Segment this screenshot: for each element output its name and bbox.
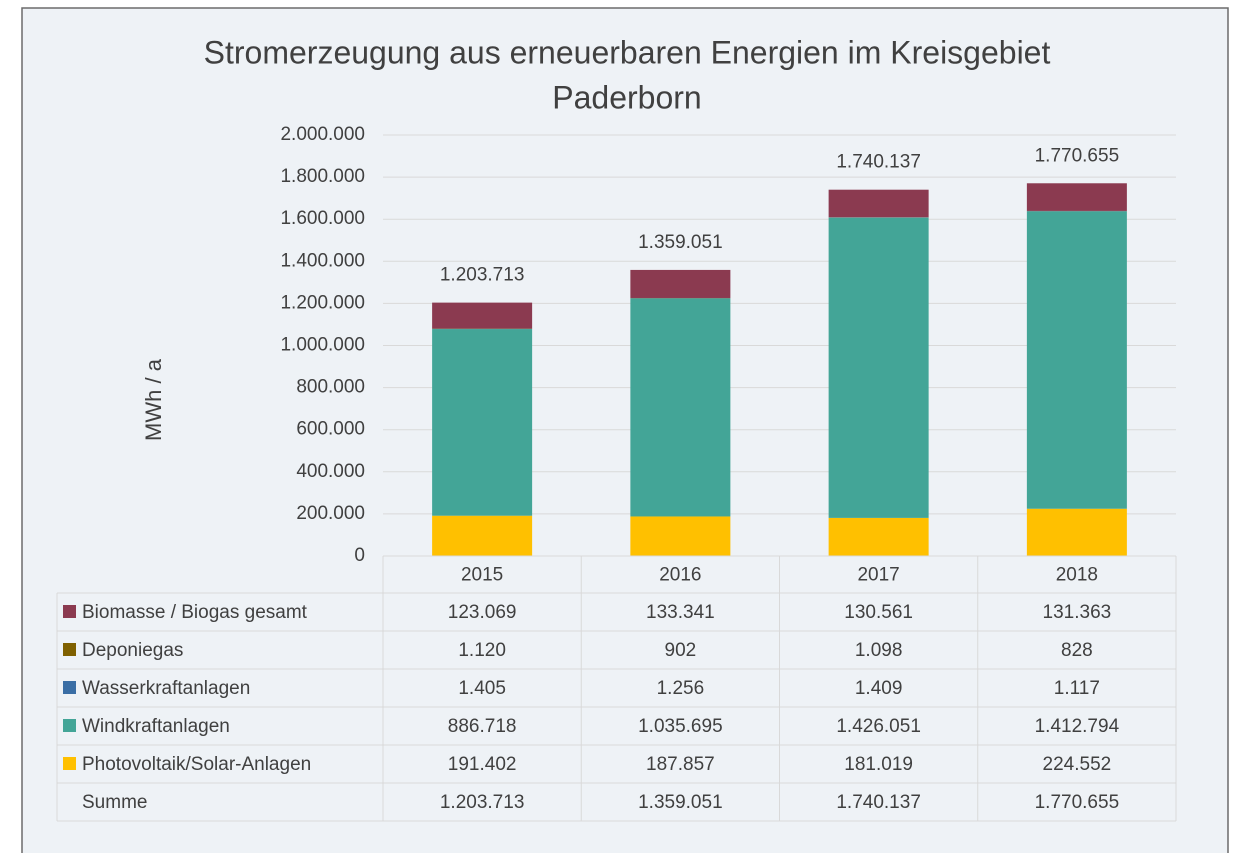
table-cell: 1.203.713 [440, 792, 525, 813]
y-tick-label: 1.600.000 [280, 208, 365, 229]
legend-label: Windkraftanlagen [82, 716, 230, 737]
legend-label: Wasserkraftanlagen [82, 678, 250, 699]
table-cell: 1.117 [1054, 678, 1100, 699]
bar-segment [828, 217, 929, 518]
table-cell: 1.409 [855, 678, 903, 699]
table-cell: 131.363 [1043, 602, 1112, 623]
table-cell: 123.069 [448, 602, 517, 623]
x-tick-label: 2018 [1056, 565, 1098, 586]
y-tick-label: 0 [354, 545, 365, 566]
table-cell: 1.740.137 [836, 792, 921, 813]
legend-swatch [63, 605, 76, 618]
bar-segment [1026, 211, 1127, 509]
bar-segment [828, 189, 929, 218]
x-tick-label: 2017 [857, 565, 899, 586]
y-tick-label: 1.400.000 [280, 250, 365, 271]
table-cell: 224.552 [1043, 754, 1112, 775]
legend-swatch [63, 719, 76, 732]
bar-segment [630, 269, 731, 298]
bar-segment [1026, 508, 1127, 556]
y-tick-label: 800.000 [296, 377, 365, 398]
bar-segment [630, 516, 731, 556]
chart-title: Stromerzeugung aus erneuerbaren Energien… [204, 34, 1051, 70]
total-label: 1.770.655 [1035, 145, 1120, 166]
bar-segment [432, 302, 533, 329]
y-tick-label: 1.800.000 [280, 166, 365, 187]
table-cell: 1.120 [458, 640, 506, 661]
table-cell: 1.770.655 [1035, 792, 1120, 813]
legend-swatch [63, 643, 76, 656]
bar-segment [432, 329, 533, 516]
x-tick-label: 2016 [659, 565, 701, 586]
table-cell: 1.256 [657, 678, 705, 699]
table-cell: 902 [665, 640, 697, 661]
table-cell: 130.561 [844, 602, 913, 623]
table-cell: 886.718 [448, 716, 517, 737]
legend-swatch [63, 757, 76, 770]
legend-swatch [63, 681, 76, 694]
bar-segment [1026, 183, 1127, 211]
bar-segment [630, 298, 731, 517]
y-axis-label: MWh / a [141, 358, 166, 441]
bar-segment [828, 517, 929, 556]
table-cell: 1.426.051 [836, 716, 921, 737]
table-cell: 191.402 [448, 754, 517, 775]
total-label: 1.203.713 [440, 265, 525, 286]
table-cell: 1.035.695 [638, 716, 723, 737]
total-label: 1.740.137 [836, 152, 921, 173]
x-tick-label: 2015 [461, 565, 503, 586]
table-cell: 1.359.051 [638, 792, 723, 813]
y-tick-label: 600.000 [296, 419, 365, 440]
chart-title-continued: Paderborn [552, 79, 701, 115]
legend-label: Deponiegas [82, 640, 183, 661]
table-cell: 187.857 [646, 754, 715, 775]
table-cell: 1.098 [855, 640, 903, 661]
table-cell: 133.341 [646, 602, 715, 623]
table-cell: 828 [1061, 640, 1093, 661]
table-row-label: Summe [82, 792, 147, 813]
bar-segment [432, 515, 533, 556]
y-tick-label: 1.200.000 [280, 292, 365, 313]
y-tick-label: 1.000.000 [280, 335, 365, 356]
table-cell: 1.412.794 [1035, 716, 1120, 737]
legend-label: Photovoltaik/Solar-Anlagen [82, 754, 311, 775]
table-cell: 1.405 [458, 678, 506, 699]
legend-label: Biomasse / Biogas gesamt [82, 602, 308, 623]
total-label: 1.359.051 [638, 232, 723, 253]
y-tick-label: 200.000 [296, 503, 365, 524]
y-tick-label: 2.000.000 [280, 124, 365, 145]
table-cell: 181.019 [844, 754, 913, 775]
y-tick-label: 400.000 [296, 461, 365, 482]
